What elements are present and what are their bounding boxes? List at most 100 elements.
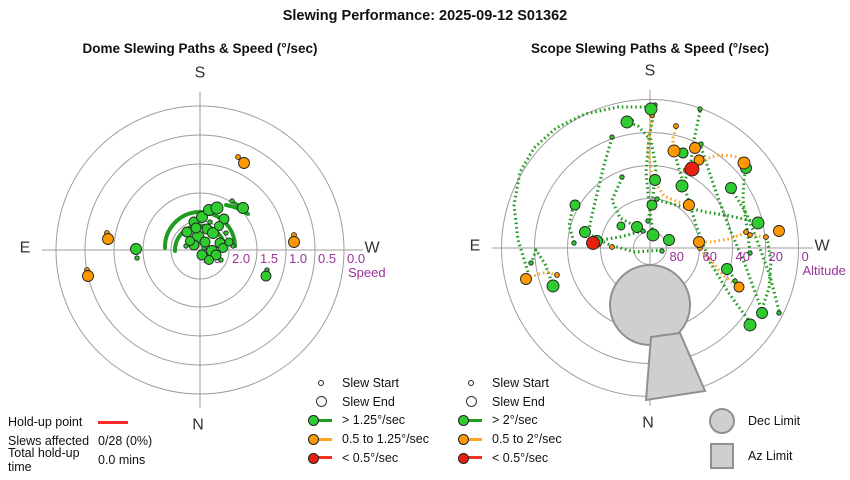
legend-label: Slew End [492,394,545,409]
slew-start-marker [763,234,769,240]
slew-end-marker [646,199,658,211]
slew-path-green [587,137,614,231]
radial-tick-label: 40 [736,249,750,264]
radial-tick-label: 1.0 [289,251,307,266]
slew-end-marker [218,213,230,225]
radial-tick-label: 0.5 [318,251,336,266]
radial-tick-label: 20 [769,249,783,264]
slew-start-marker [776,310,782,316]
slew-end-marker [546,279,560,293]
slew-start-marker [554,272,560,278]
legend-label: Slew Start [492,376,549,391]
radial-tick-label: 1.5 [260,251,278,266]
holdup-stats: Hold-up point Slews affected 0/28 (0%) T… [8,412,152,474]
slew-start-marker [654,196,660,202]
slew-end-marker [689,142,701,154]
slew-start-marker [223,230,229,236]
compass-label-N: N [192,417,204,434]
slew-end-marker [667,144,681,158]
compass-label-N: N [642,415,654,432]
slew-path-green [600,229,644,242]
legend-label: Slew Start [342,376,399,391]
compass-label-W: W [814,238,830,255]
stat-label: Hold-up point [8,414,83,429]
slew-start-marker [619,174,625,180]
slew-start-marker [218,257,224,263]
slew-end-icon [308,395,334,409]
slew-start-marker [571,240,577,246]
slew-start-marker [134,255,140,261]
slew-end-marker [683,199,695,211]
slew-end-marker [102,233,114,245]
legend-item-fast: > 2°/sec [458,411,562,430]
legend-item-slow: < 0.5°/sec [308,448,429,467]
slew-end-marker [756,307,768,319]
legend-item-slew-start: Slew Start [458,374,562,393]
slew-start-marker [747,232,753,238]
slew-end-marker [210,201,224,215]
slew-path-orange [646,116,687,206]
slew-start-marker [609,134,615,140]
slow-speed-swatch-icon [308,451,334,465]
slew-end-marker [199,236,211,248]
slew-end-marker [181,226,193,238]
legend-label: Az Limit [748,448,793,463]
stat-row-holdup-time: Total hold-up time 0.0 mins [8,446,152,474]
stat-value: 0.0 mins [98,452,146,467]
slew-end-marker [663,234,675,246]
slew-path-green [586,231,663,254]
slew-end-marker [569,199,581,211]
slew-start-marker [747,250,753,256]
slew-end-marker [721,263,733,275]
slew-end-marker [185,236,195,246]
legend-label: 0.5 to 1.25°/sec [342,432,429,447]
slew-end-marker [693,154,705,166]
compass-label-S: S [195,65,206,82]
slew-end-marker [616,221,626,231]
slew-end-marker [210,249,222,261]
slew-path-green [610,177,634,227]
legend-label: Dec Limit [748,413,801,428]
stat-row-holdup-point: Hold-up point [8,412,152,431]
slew-path-orange [702,231,747,244]
slew-end-marker [214,221,224,231]
page-title: Slewing Performance: 2025-09-12 S01362 [282,8,568,24]
fast-speed-swatch-icon [458,413,484,427]
legend-label: < 0.5°/sec [342,450,399,465]
slew-start-marker [697,106,703,112]
slew-end-marker [238,157,250,169]
slew-end-marker [620,115,634,129]
legend-item-slow: < 0.5°/sec [458,448,562,467]
scope-plot-title: Scope Slewing Paths & Speed (°/sec) [531,41,769,56]
slew-start-marker [732,278,738,284]
slow-speed-swatch-icon [458,451,484,465]
slew-end-marker [644,102,658,116]
limits-legend: Dec Limit Az Limit [708,403,800,473]
slew-end-marker [751,216,765,230]
slew-start-marker [645,218,651,224]
slew-path-green [512,105,648,273]
slew-end-marker [737,156,751,170]
slew-start-marker [609,244,615,250]
slew-end-marker [204,255,214,265]
slew-start-marker [235,154,241,160]
slew-start-icon [458,376,484,390]
slew-path-green [656,198,757,224]
legend-item-slew-end: Slew End [308,393,429,412]
slew-end-marker [288,236,300,248]
slew-end-marker [196,211,208,223]
legend-label: > 2°/sec [492,413,538,428]
slew-end-marker [586,236,600,250]
slew-start-marker [207,219,213,225]
radial-axis-name: Speed [348,265,386,280]
slew-end-marker [743,318,757,332]
legend-label: > 1.25°/sec [342,413,406,428]
stat-row-slews-affected: Slews affected 0/28 (0%) [8,431,152,450]
slew-end-marker [631,221,643,233]
slew-end-marker [130,243,142,255]
slew-end-marker [646,228,660,242]
